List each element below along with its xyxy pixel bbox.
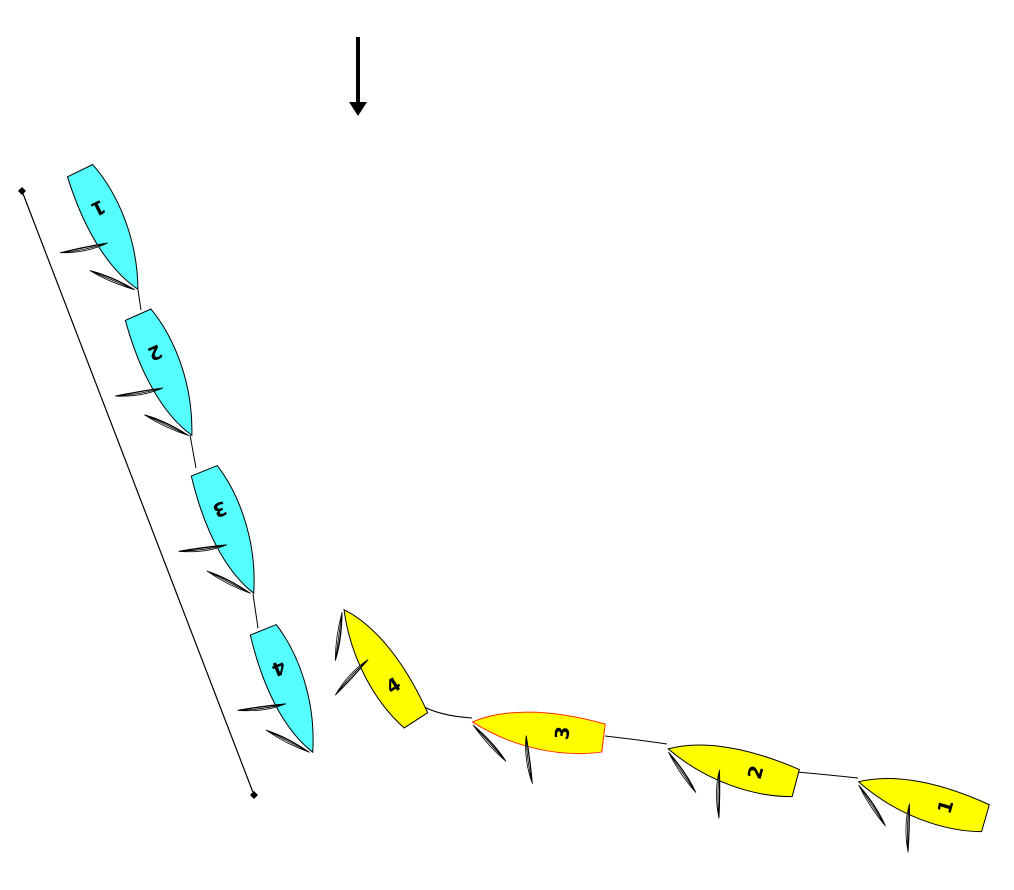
boat-number: 3 [551,725,574,741]
boat-number: 2 [744,763,769,781]
start-line [18,187,258,799]
sails [178,544,251,594]
sails [858,784,910,853]
boat-number: 1 [934,797,959,816]
team_b-boat-1[interactable]: 1 [844,763,991,870]
sails [115,387,189,436]
team_b-boat-4[interactable]: 4 [299,599,432,750]
sails [59,242,136,291]
boat-hull [469,703,607,759]
team_a-boat-1[interactable]: 1 [32,161,157,313]
boat-hull [246,621,332,760]
team_a-boat-3[interactable]: 3 [154,462,273,613]
team_a-boat-4[interactable]: 4 [213,621,332,772]
boat-hull [187,462,273,601]
team_b-boat-2[interactable]: 2 [654,730,801,835]
sails [237,703,310,753]
team_b-boat-3[interactable]: 3 [466,703,607,792]
wind-arrow-icon [349,37,367,116]
boat-hull [326,599,432,732]
sails [334,612,369,696]
boat-hull [121,306,211,444]
sails [668,751,721,819]
boat-hull [662,730,801,803]
boat-hull [852,763,991,838]
team_a-boat-2[interactable]: 2 [89,306,211,458]
sails [472,724,533,784]
